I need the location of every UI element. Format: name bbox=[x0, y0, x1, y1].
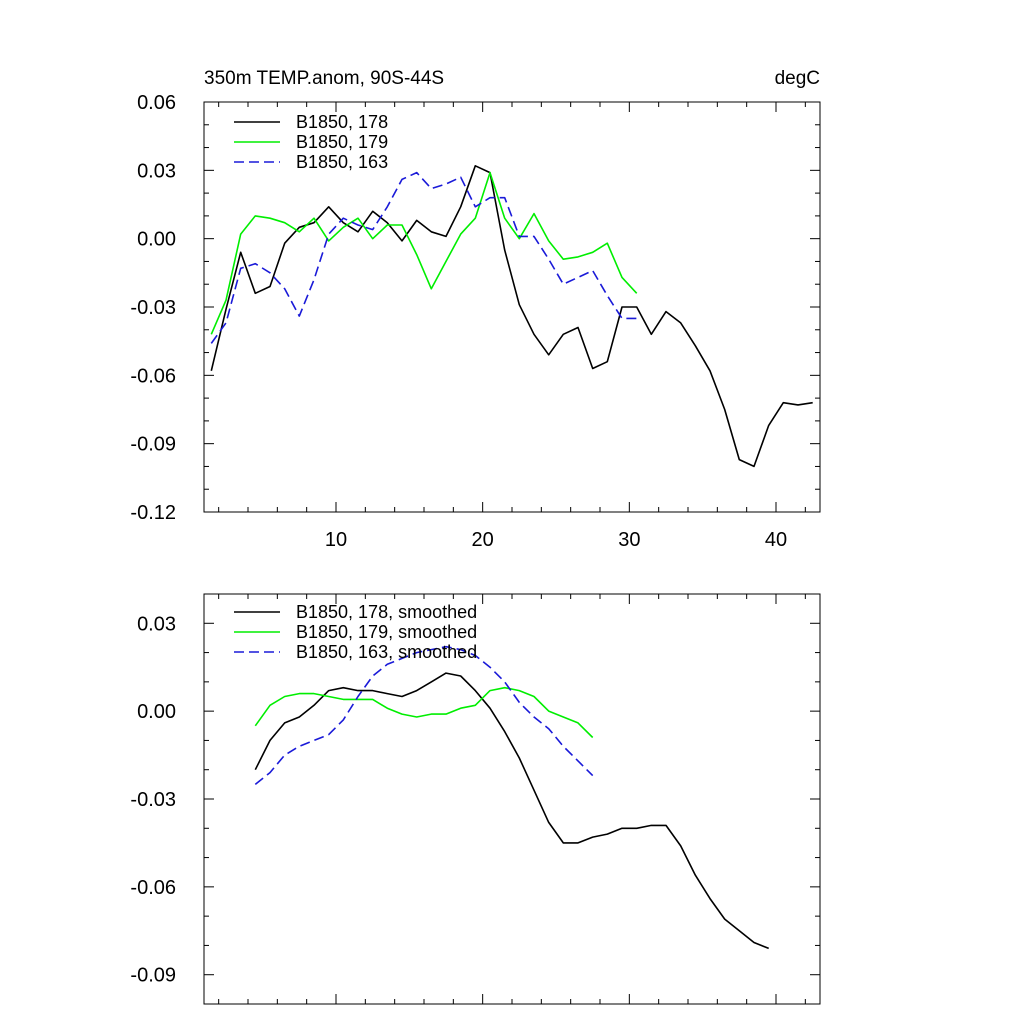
series-line bbox=[210, 165, 813, 468]
legend-label: B1850, 163 bbox=[296, 152, 388, 172]
y-tick-label: 0.00 bbox=[137, 229, 176, 251]
legend-label: B1850, 163, smoothed bbox=[296, 642, 477, 662]
y-tick-label: -0.03 bbox=[130, 297, 176, 319]
legend-label: B1850, 179 bbox=[296, 132, 388, 152]
y-tick-label: 0.03 bbox=[137, 160, 176, 182]
series-line bbox=[254, 645, 594, 786]
x-tick-label: 10 bbox=[325, 529, 347, 551]
y-tick-label: -0.03 bbox=[130, 789, 176, 811]
series-line bbox=[254, 672, 769, 950]
legend-label: B1850, 179, smoothed bbox=[296, 622, 477, 642]
y-tick-label: -0.09 bbox=[130, 434, 176, 456]
y-tick-label: 0.00 bbox=[137, 701, 176, 723]
y-tick-label: -0.06 bbox=[130, 877, 176, 899]
axis-ticks-bottom: -0.09 -0.06 -0.03 0.00 0.03 bbox=[130, 593, 820, 1005]
top-panel: 350m TEMP.anom, 90S-44S degC 10 20 30 40 -0.… bbox=[130, 68, 821, 551]
y-tick-label: 0.06 bbox=[137, 92, 176, 114]
chart-title: 350m TEMP.anom, 90S-44S bbox=[204, 68, 444, 89]
y-tick-label: 0.03 bbox=[137, 613, 176, 635]
x-tick-label: 30 bbox=[618, 529, 640, 551]
series-line bbox=[254, 686, 594, 739]
legend-label: B1850, 178, smoothed bbox=[296, 602, 477, 622]
x-tick-label: 40 bbox=[765, 529, 787, 551]
y-tick-label: -0.12 bbox=[130, 502, 176, 524]
units-label: degC bbox=[775, 68, 820, 89]
series-line bbox=[210, 171, 637, 344]
series-group-bottom bbox=[254, 645, 769, 950]
y-tick-label: -0.09 bbox=[130, 965, 176, 987]
series-group-top bbox=[210, 165, 813, 468]
y-tick-label: -0.06 bbox=[130, 365, 176, 387]
legend-label: B1850, 178 bbox=[296, 112, 388, 132]
x-tick-label: 20 bbox=[472, 529, 494, 551]
series-line bbox=[210, 171, 638, 335]
bottom-panel: -0.09 -0.06 -0.03 0.00 0.03 B1850, 178, smoo… bbox=[130, 593, 821, 1005]
axis-ticks-top: 10 20 30 40 -0.12 -0.09 -0.06 -0.03 0.00 0.03 0.06 bbox=[130, 92, 820, 551]
